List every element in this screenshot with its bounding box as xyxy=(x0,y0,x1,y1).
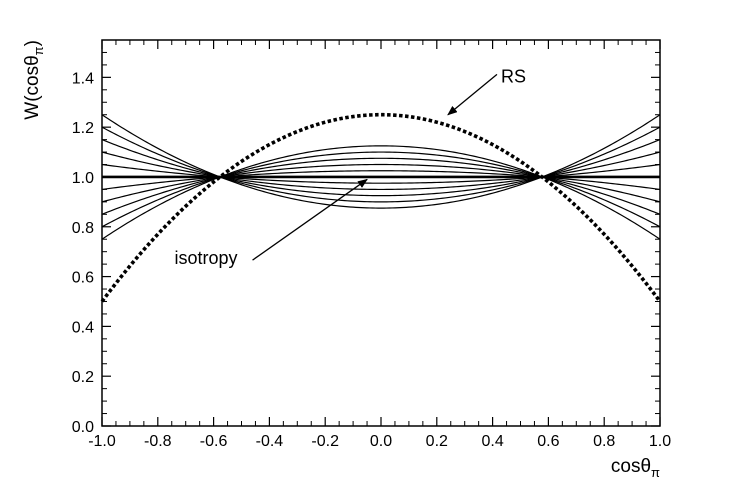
series-line-3 xyxy=(101,151,661,191)
annotation-label-isotropy: isotropy xyxy=(175,248,238,268)
series-line-1 xyxy=(101,126,661,203)
x-tick-label: -0.8 xyxy=(144,433,172,450)
y-axis-title: W(cosθπ) xyxy=(22,40,46,120)
annotation-arrow-rs xyxy=(447,73,498,116)
y-tick-label: 0.4 xyxy=(72,319,94,336)
tick-labels-layer: -1.0 -0.8 -0.6 -0.4 -0.2 0.0 0.2 0.4 0.6 0.8 1.0 0.… xyxy=(72,70,671,450)
x-tick-label: 0.0 xyxy=(370,433,392,450)
series-line-10 xyxy=(101,145,661,240)
x-tick-label: 1.0 xyxy=(649,433,671,450)
y-tick-label: 1.2 xyxy=(72,120,94,137)
y-tick-label: 0.6 xyxy=(72,270,94,287)
y-tick-label: 0.0 xyxy=(72,419,94,436)
x-tick-label: -1.0 xyxy=(88,433,116,450)
annotation-arrow-isotropy xyxy=(252,178,368,261)
x-tick-label: -0.4 xyxy=(256,433,284,450)
series-line-4 xyxy=(101,163,661,184)
x-tick-label: 0.8 xyxy=(593,433,615,450)
x-tick-label: 0.2 xyxy=(426,433,448,450)
series-line-9 xyxy=(101,151,661,228)
series-line-8 xyxy=(101,157,661,215)
x-axis-title: cosθπ xyxy=(611,456,660,480)
series-line-6 xyxy=(101,170,661,191)
annotations-layer: RS isotropy xyxy=(175,66,526,268)
series-line-2 xyxy=(101,139,661,197)
plot-frame xyxy=(101,39,661,427)
x-tick-label: -0.2 xyxy=(311,433,339,450)
x-tick-label: 0.6 xyxy=(537,433,559,450)
y-tick-label: 1.0 xyxy=(72,170,94,187)
series-rs-curve xyxy=(100,112,662,303)
series-line-0 xyxy=(101,114,661,209)
ticks-layer xyxy=(101,39,661,427)
x-tick-label: -0.6 xyxy=(200,433,228,450)
x-tick-label: 0.4 xyxy=(481,433,503,450)
y-tick-label: 0.2 xyxy=(72,369,94,386)
series-line-7 xyxy=(101,163,661,203)
curves-layer xyxy=(100,112,662,303)
y-tick-label: 1.4 xyxy=(72,70,94,87)
annotation-label-rs: RS xyxy=(501,66,526,86)
y-tick-label: 0.8 xyxy=(72,220,94,237)
